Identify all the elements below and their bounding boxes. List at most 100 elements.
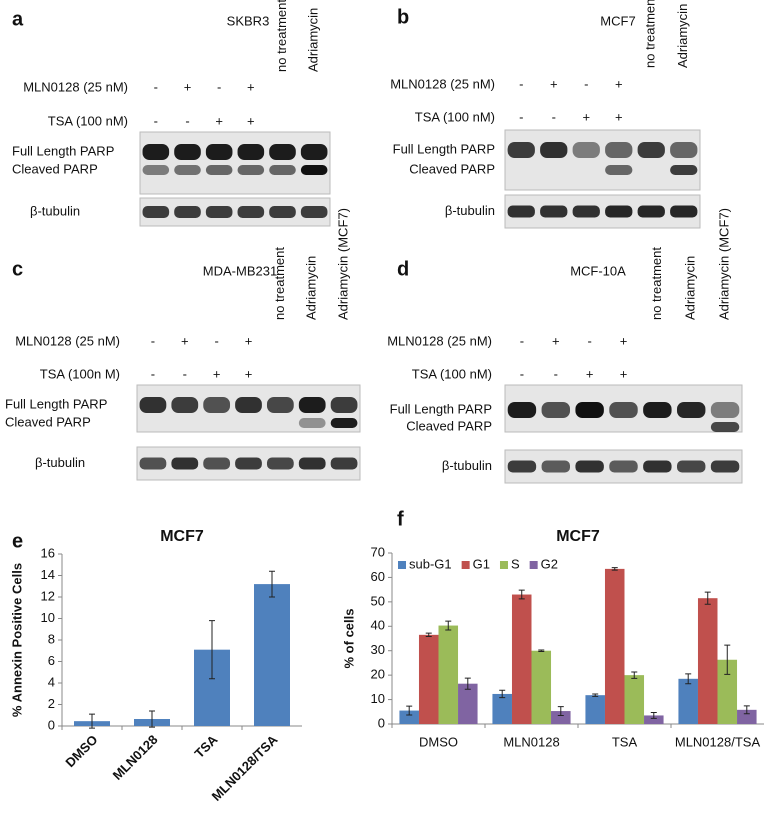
band: [637, 142, 665, 158]
treatment-sign: +: [615, 76, 623, 91]
x-tick-label: MLN0128: [110, 732, 161, 783]
treatment-sign: -: [214, 333, 218, 348]
treatment-sign: +: [582, 109, 590, 124]
error-bar: [464, 677, 471, 690]
bar: [418, 634, 439, 724]
band: [205, 144, 233, 160]
treatment-sign: +: [620, 366, 628, 381]
y-tick-label: 10: [41, 610, 55, 625]
band: [710, 460, 740, 473]
treatment-sign: -: [154, 79, 158, 94]
band: [237, 165, 265, 175]
treatment-label: MLN0128 (25 nM): [23, 79, 128, 94]
band: [575, 460, 604, 473]
band: [643, 460, 672, 473]
bar: [531, 650, 552, 724]
error-bar: [445, 620, 452, 631]
treatment-sign: -: [154, 113, 158, 128]
band: [609, 402, 638, 418]
y-axis-label: % of cells: [341, 609, 356, 669]
y-tick-label: 60: [371, 569, 385, 584]
legend-swatch: [499, 561, 508, 569]
bar: [492, 693, 512, 724]
band: [605, 142, 633, 158]
y-tick-label: 70: [371, 544, 385, 559]
lane-header: Adriamycin: [675, 4, 690, 68]
band: [269, 144, 296, 160]
y-tick-label: 4: [48, 674, 55, 689]
band: [139, 457, 167, 470]
error-bar: [425, 632, 432, 638]
band: [507, 402, 537, 418]
lane-header: no treatment: [272, 247, 287, 320]
treatment-sign: -: [520, 333, 524, 348]
treatment-sign: +: [247, 79, 255, 94]
band: [670, 205, 698, 218]
legend-label: G2: [541, 556, 558, 571]
band-label: Cleaved PARP: [409, 161, 495, 176]
panel-letter: d: [397, 258, 409, 280]
legend-label: G1: [473, 556, 490, 571]
bar: [458, 683, 478, 724]
treatment-sign: -: [217, 79, 221, 94]
treatment-sign: +: [615, 109, 623, 124]
error-bar: [89, 713, 95, 729]
bar: [717, 659, 738, 724]
y-tick-label: 10: [371, 691, 385, 706]
band: [205, 165, 233, 175]
band-label: Full Length PARP: [5, 396, 107, 411]
panel-letter: b: [397, 6, 409, 28]
band: [142, 165, 170, 175]
band: [670, 142, 698, 158]
band: [643, 402, 672, 418]
treatment-sign: +: [586, 366, 594, 381]
error-bar: [724, 644, 731, 675]
band: [541, 402, 571, 418]
band: [269, 165, 296, 175]
band-label: Full Length PARP: [12, 143, 114, 158]
band: [298, 397, 326, 413]
band-label: Cleaved PARP: [5, 414, 91, 429]
band-label: Cleaved PARP: [12, 161, 98, 176]
bar: [254, 584, 290, 726]
lane-header: no treatment: [649, 247, 664, 320]
legend-label: S: [511, 556, 520, 571]
band: [142, 144, 170, 160]
y-tick-label: 20: [371, 667, 385, 682]
band: [300, 206, 328, 218]
panel-title: MDA-MB231: [203, 263, 277, 278]
error-bar: [650, 712, 657, 719]
blot: [504, 194, 701, 229]
band: [676, 460, 706, 473]
lane-header: Adriamycin: [306, 8, 321, 72]
band: [298, 457, 326, 470]
treatment-sign: +: [213, 366, 221, 381]
lane-header: no treatment: [274, 0, 289, 72]
band: [139, 397, 167, 413]
band: [507, 205, 535, 218]
y-axis-label: % Annexin Positive Cells: [9, 563, 24, 717]
band: [235, 397, 262, 413]
error-bar: [743, 705, 750, 715]
band: [330, 457, 358, 470]
y-tick-label: 0: [48, 717, 55, 732]
bar: [697, 598, 718, 724]
panel-letter: a: [12, 8, 24, 30]
lane-header: Adriamycin (MCF7): [717, 208, 732, 320]
band: [300, 165, 328, 175]
band: [572, 142, 600, 158]
band: [710, 422, 740, 432]
bar: [737, 709, 757, 724]
band: [203, 457, 231, 470]
panel-letter: c: [12, 258, 23, 280]
bar: [511, 594, 532, 724]
blot: [504, 129, 701, 191]
bar: [585, 695, 605, 724]
band: [541, 460, 571, 473]
treatment-sign: +: [552, 333, 560, 348]
bar: [399, 710, 419, 724]
band: [203, 397, 231, 413]
error-bar: [518, 589, 525, 600]
panel-title: MCF-10A: [570, 263, 626, 278]
band: [540, 142, 568, 158]
